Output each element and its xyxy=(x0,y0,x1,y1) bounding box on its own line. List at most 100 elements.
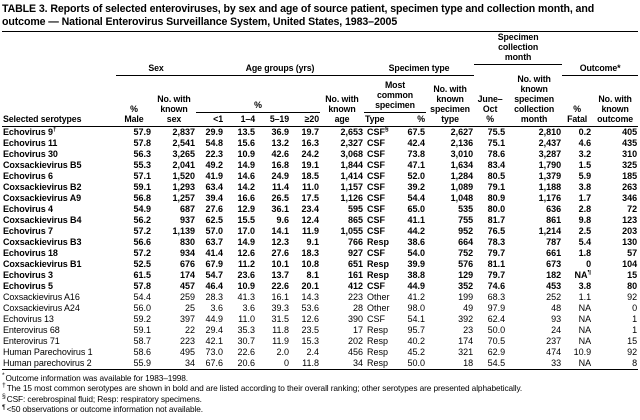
cell-age_5_19: 13.7 xyxy=(271,270,289,281)
cell-age_lt1: 63.7 xyxy=(205,237,223,248)
cell-no_known_specimen_type: 392 xyxy=(458,314,474,325)
col-header-pct-fatal: % Fatal xyxy=(567,103,588,124)
cell-no_known_outcome: 80 xyxy=(627,281,638,292)
col-header-age-1-4: 1–4 xyxy=(240,113,255,124)
cell-no_known_specimen_type: 129 xyxy=(458,270,474,281)
cell-serotype: Echovirus 11 xyxy=(3,138,58,149)
cell-pct_fatal: 3.8 xyxy=(578,182,592,193)
cell-no_known_age: 1,414 xyxy=(340,171,363,182)
cell-pct_fatal: 0.2 xyxy=(578,127,592,138)
table-body: Echovirus 9† 57.9 2,837 29.9 13.5 36.9 19.7 2,6… xyxy=(2,126,638,369)
group-header-specimen-collection-month: Specimen collection month xyxy=(474,32,563,65)
col-header-specimen-pct: % xyxy=(417,113,425,124)
cell-age_5_19: 26.5 xyxy=(271,193,289,204)
col-header-pct-male: % Male xyxy=(124,103,144,124)
cell-specimen_pct: 50.0 xyxy=(407,358,425,369)
cell-age_1_4: 30.7 xyxy=(237,336,255,347)
cell-serotype: Echovirus 4 xyxy=(3,204,53,215)
cell-no_known_sex: 259 xyxy=(179,292,195,303)
cell-serotype: Coxsackievirus A16 xyxy=(3,292,80,303)
cell-no_known_sex: 2,041 xyxy=(172,160,195,171)
cell-june_oct_pct: 79.7 xyxy=(487,248,506,259)
cell-june_oct_pct: 80.5 xyxy=(487,171,506,182)
cell-specimen_pct: 67.5 xyxy=(407,127,425,138)
cell-no_known_specimen_type: 2,627 xyxy=(450,127,474,138)
cell-no_known_outcome: 15 xyxy=(627,336,638,347)
cell-june_oct_pct: 62.4 xyxy=(487,314,506,325)
cell-no_known_age: 2,653 xyxy=(340,127,363,138)
cell-age_ge20: 16.3 xyxy=(301,138,319,149)
group-header-specimen-type: Specimen type xyxy=(364,63,475,76)
group-header-outcome: Outcome* xyxy=(562,63,639,76)
cell-no_known_collection_month: 182 xyxy=(546,270,562,281)
col-header-no-known-outcome: No. with known outcome xyxy=(597,94,634,124)
cell-age_1_4: 14.2 xyxy=(237,182,255,193)
cell-pct_fatal: NA xyxy=(578,303,592,314)
cell-pct_male: 58.7 xyxy=(133,336,151,347)
cell-serotype: Echovirus 5 xyxy=(3,281,53,292)
cell-age_1_4: 11.2 xyxy=(237,259,255,270)
cell-age_ge20: 2.4 xyxy=(306,347,319,358)
cell-age_5_19: 13.2 xyxy=(271,138,289,149)
cell-no_known_sex: 1,257 xyxy=(172,193,195,204)
cell-no_known_specimen_type: 1,634 xyxy=(450,160,474,171)
cell-june_oct_pct: 78.3 xyxy=(487,237,506,248)
cell-pct_fatal: 2.8 xyxy=(578,204,592,215)
col-header-age-ge20: ≥20 xyxy=(304,113,319,124)
cell-no_known_collection_month: 1,176 xyxy=(538,193,562,204)
cell-pct_male: 57.8 xyxy=(133,138,151,149)
cell-age_lt1: 41.4 xyxy=(205,248,223,259)
footnote: *Outcome information was available for 1… xyxy=(2,371,188,383)
cell-no_known_outcome: 130 xyxy=(622,237,638,248)
cell-no_known_specimen_type: 321 xyxy=(458,347,474,358)
cell-specimen_type: CSF xyxy=(367,182,385,193)
cell-specimen_type: Resp xyxy=(367,358,389,369)
cell-no_known_age: 390 xyxy=(347,314,363,325)
cell-age_ge20: 11.9 xyxy=(301,226,319,237)
col-header-no-known-sex: No. with known sex xyxy=(157,94,191,124)
header-spacer xyxy=(2,64,116,75)
cell-no_known_age: 865 xyxy=(347,215,363,226)
cell-specimen_pct: 38.6 xyxy=(407,237,425,248)
header-row-subgroups: Selected serotypes % Male No. with known… xyxy=(2,74,638,123)
cell-age_1_4: 14.6 xyxy=(237,171,255,182)
cell-pct_male: 61.5 xyxy=(133,270,151,281)
table-row: Coxsackievirus A24 56.0 25 3.6 3.6 39.3 53.6 28… xyxy=(2,303,638,314)
cell-age_5_19: 14.1 xyxy=(271,226,289,237)
cell-age_lt1: 49.2 xyxy=(205,160,223,171)
cell-specimen_pct: 52.0 xyxy=(407,171,425,182)
cell-age_1_4: 11.0 xyxy=(238,314,255,325)
cell-no_known_collection_month: 1,379 xyxy=(538,171,562,182)
cell-no_known_outcome: 185 xyxy=(622,171,638,182)
cell-no_known_specimen_type: 1,048 xyxy=(450,193,474,204)
cell-no_known_age: 1,157 xyxy=(340,182,363,193)
group-header-age-pct: % xyxy=(196,75,320,113)
cell-age_ge20: 18.3 xyxy=(301,248,319,259)
col-header-no-known-specimen-type: No. with known specimen type xyxy=(430,84,470,124)
cell-specimen_pct: 54.1 xyxy=(407,314,425,325)
cell-age_1_4: 20.6 xyxy=(237,358,255,369)
cell-age_lt1: 27.6 xyxy=(205,204,223,215)
table-row: Enterovirus 68 59.1 22 29.4 35.3 11.8 23.5 17 Re… xyxy=(2,325,638,336)
cell-specimen_type: CSF xyxy=(367,248,385,259)
cell-no_known_outcome: 15 xyxy=(627,270,638,281)
cell-no_known_age: 766 xyxy=(347,237,363,248)
cell-no_known_age: 595 xyxy=(347,204,363,215)
cell-pct_male: 52.5 xyxy=(133,259,151,270)
cell-pct_fatal: 3.2 xyxy=(578,149,592,160)
cell-no_known_age: 1,055 xyxy=(340,226,363,237)
cell-no_known_collection_month: 453 xyxy=(546,281,562,292)
cell-age_1_4: 12.9 xyxy=(237,204,255,215)
cell-no_known_age: 161 xyxy=(347,270,363,281)
cell-no_known_collection_month: 2,437 xyxy=(538,138,562,149)
table-row: Coxsackievirus B2 59.1 1,293 63.4 14.2 11.4 11… xyxy=(2,182,638,193)
cell-age_ge20: 11.8 xyxy=(302,358,319,369)
cell-serotype: Coxsackievirus B1 xyxy=(3,259,82,270)
col-header-no-known-age: No. with known age xyxy=(325,94,359,124)
cell-age_lt1: 3.6 xyxy=(210,303,223,314)
cell-serotype: Echovirus 13 xyxy=(3,314,54,325)
cell-age_5_19: 2.0 xyxy=(276,347,289,358)
cell-june_oct_pct: 50.0 xyxy=(487,325,506,336)
cell-specimen_type: CSF xyxy=(367,215,385,226)
cell-age_5_19: 36.9 xyxy=(271,127,289,138)
